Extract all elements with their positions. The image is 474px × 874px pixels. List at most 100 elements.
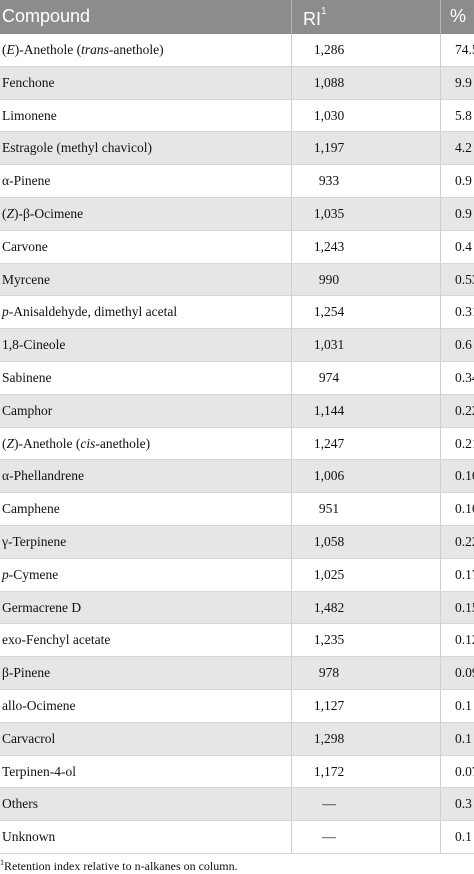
column-divider — [440, 230, 441, 263]
cell-compound: Others — [2, 788, 38, 820]
cell-compound: Camphor — [2, 395, 52, 427]
cell-compound: Carvone — [2, 231, 48, 263]
table-row: Camphor 1,144 0.22 — [0, 394, 474, 428]
cell-percent: 0.09 — [455, 665, 474, 681]
cell-ri: 1,030 — [313, 107, 345, 123]
cell-ri: — — [322, 796, 336, 812]
compound-part: -anethole) — [108, 42, 164, 57]
cell-ri: 1,254 — [313, 304, 345, 320]
compound-italic: trans — [81, 42, 109, 57]
cell-ri: 990 — [318, 271, 340, 287]
cell-percent: 74.56 — [455, 42, 474, 57]
table-row: 1,8-Cineole 1,031 0.6 — [0, 329, 474, 362]
column-divider — [440, 689, 441, 722]
column-divider — [440, 99, 441, 132]
table-row: Germacrene D 1,482 0.15 — [0, 591, 474, 625]
compound-part: Sabinene — [2, 369, 52, 385]
column-divider — [440, 755, 441, 788]
cell-ri: 1,088 — [313, 74, 345, 90]
compound-part: -anethole) — [95, 435, 151, 451]
column-divider — [440, 821, 441, 853]
table-row: β-Pinene 978 0.09 — [0, 657, 474, 690]
column-divider — [291, 132, 292, 165]
cell-percent: 0.16 — [455, 501, 474, 517]
column-divider — [291, 165, 292, 197]
table-row: (E)-Anethole (trans-anethole) 1,286 74.56 — [0, 34, 474, 67]
compound-part: )-Anethole ( — [14, 42, 82, 57]
table-row: Camphene 951 0.16 — [0, 493, 474, 526]
compound-part: β-Pinene — [2, 665, 51, 681]
table-body: (E)-Anethole (trans-anethole)1,28674.56F… — [0, 34, 474, 854]
compound-part: Unknown — [2, 829, 56, 845]
column-divider — [440, 525, 441, 558]
cell-ri: 1,025 — [313, 566, 345, 582]
cell-ri: 1,298 — [313, 730, 345, 746]
cell-compound: Estragole (methyl chavicol) — [2, 132, 152, 164]
cell-compound: Sabinene — [2, 362, 52, 394]
cell-percent: 0.07 — [455, 763, 474, 779]
column-divider — [291, 230, 292, 263]
cell-ri: 1,235 — [313, 632, 345, 648]
column-divider — [440, 493, 441, 525]
cell-percent: 4.2 — [455, 140, 472, 156]
compound-part: exo-Fenchyl acetate — [2, 632, 111, 648]
column-divider — [291, 525, 292, 558]
compound-part: Fenchone — [2, 74, 55, 90]
cell-percent: 0.16 — [455, 468, 474, 484]
compound-part: Camphor — [2, 402, 53, 418]
table-row: exo-Fenchyl acetate 1,235 0.12 — [0, 624, 474, 658]
column-divider — [291, 427, 292, 460]
table-header: Compound RI1 % — [0, 0, 474, 34]
cell-ri: 1,006 — [313, 468, 345, 484]
column-divider — [291, 263, 292, 296]
cell-percent: 9.9 — [455, 74, 472, 90]
cell-percent: 0.22 — [455, 402, 474, 418]
column-divider — [291, 361, 292, 394]
cell-compound: Unknown — [2, 821, 55, 853]
compound-italic: Z — [6, 435, 15, 451]
cell-percent: 0.31 — [455, 304, 474, 320]
column-divider — [291, 788, 292, 821]
cell-compound: exo-Fenchyl acetate — [2, 624, 110, 656]
cell-compound: Germacrene D — [2, 592, 81, 624]
compound-part: α-Phellandrene — [2, 468, 85, 484]
cell-percent: 0.21 — [455, 435, 474, 451]
cell-compound: Fenchone — [2, 67, 54, 99]
compound-part: γ-Terpinene — [2, 533, 67, 549]
table-row: (Z)-β-Ocimene 1,035 0.9 — [0, 197, 474, 231]
cell-ri: 1,031 — [313, 337, 345, 353]
footnote-text: Retention index relative to n-alkanes on… — [4, 859, 238, 873]
cell-ri: 1,482 — [313, 599, 345, 615]
column-divider — [440, 591, 441, 624]
column-divider — [291, 197, 292, 230]
column-divider — [440, 427, 441, 460]
cell-ri: 974 — [318, 369, 340, 385]
cell-percent: 0.3 — [455, 796, 472, 812]
column-divider — [440, 624, 441, 657]
cell-percent: 0.9 — [455, 205, 472, 221]
column-divider — [440, 722, 441, 755]
column-divider — [291, 624, 292, 657]
cell-compound: p-Anisaldehyde, dimethyl acetal — [2, 296, 177, 328]
cell-compound: Myrcene — [2, 264, 50, 296]
header-ri-label: RI — [303, 9, 321, 29]
cell-compound: Camphene — [2, 493, 60, 525]
column-divider — [291, 99, 292, 132]
column-divider — [291, 591, 292, 624]
table-row: Fenchone 1,088 9.9 — [0, 66, 474, 100]
cell-ri: 1,035 — [313, 205, 345, 221]
table-row: Estragole (methyl chavicol) 1,197 4.2 — [0, 132, 474, 166]
column-divider — [440, 34, 441, 66]
compound-part: Carvacrol — [2, 730, 56, 746]
compound-italic: p — [2, 566, 9, 582]
compound-part: ( — [2, 42, 7, 57]
cell-percent: 0.12 — [455, 632, 474, 648]
compound-part: 1,8-Cineole — [2, 337, 66, 353]
cell-percent: 0.6 — [455, 337, 472, 353]
compound-part: Germacrene D — [2, 599, 82, 615]
table-row: γ-Terpinene 1,058 0.22 — [0, 525, 474, 559]
cell-ri: 1,058 — [313, 533, 345, 549]
compound-part: Myrcene — [2, 271, 50, 287]
cell-compound: 1,8-Cineole — [2, 329, 65, 361]
cell-compound: (Z)-Anethole (cis-anethole) — [2, 428, 150, 460]
